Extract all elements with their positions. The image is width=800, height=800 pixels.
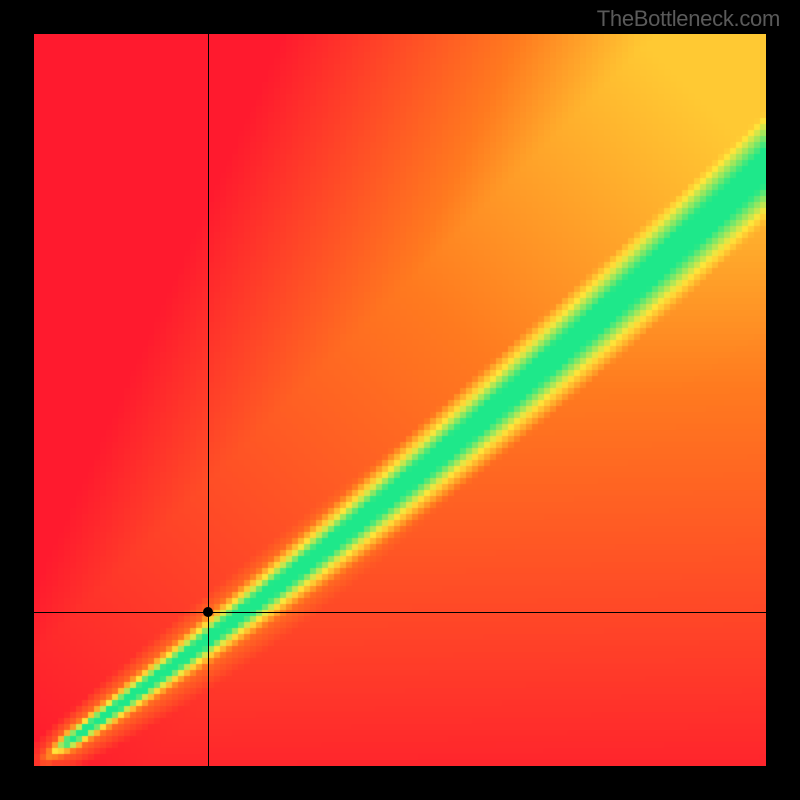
watermark-text: TheBottleneck.com	[597, 6, 780, 32]
crosshair-vertical	[208, 34, 209, 766]
plot-area	[34, 34, 766, 766]
chart-container: TheBottleneck.com	[0, 0, 800, 800]
crosshair-marker	[203, 607, 213, 617]
heatmap-canvas	[34, 34, 766, 766]
crosshair-horizontal	[34, 612, 766, 613]
